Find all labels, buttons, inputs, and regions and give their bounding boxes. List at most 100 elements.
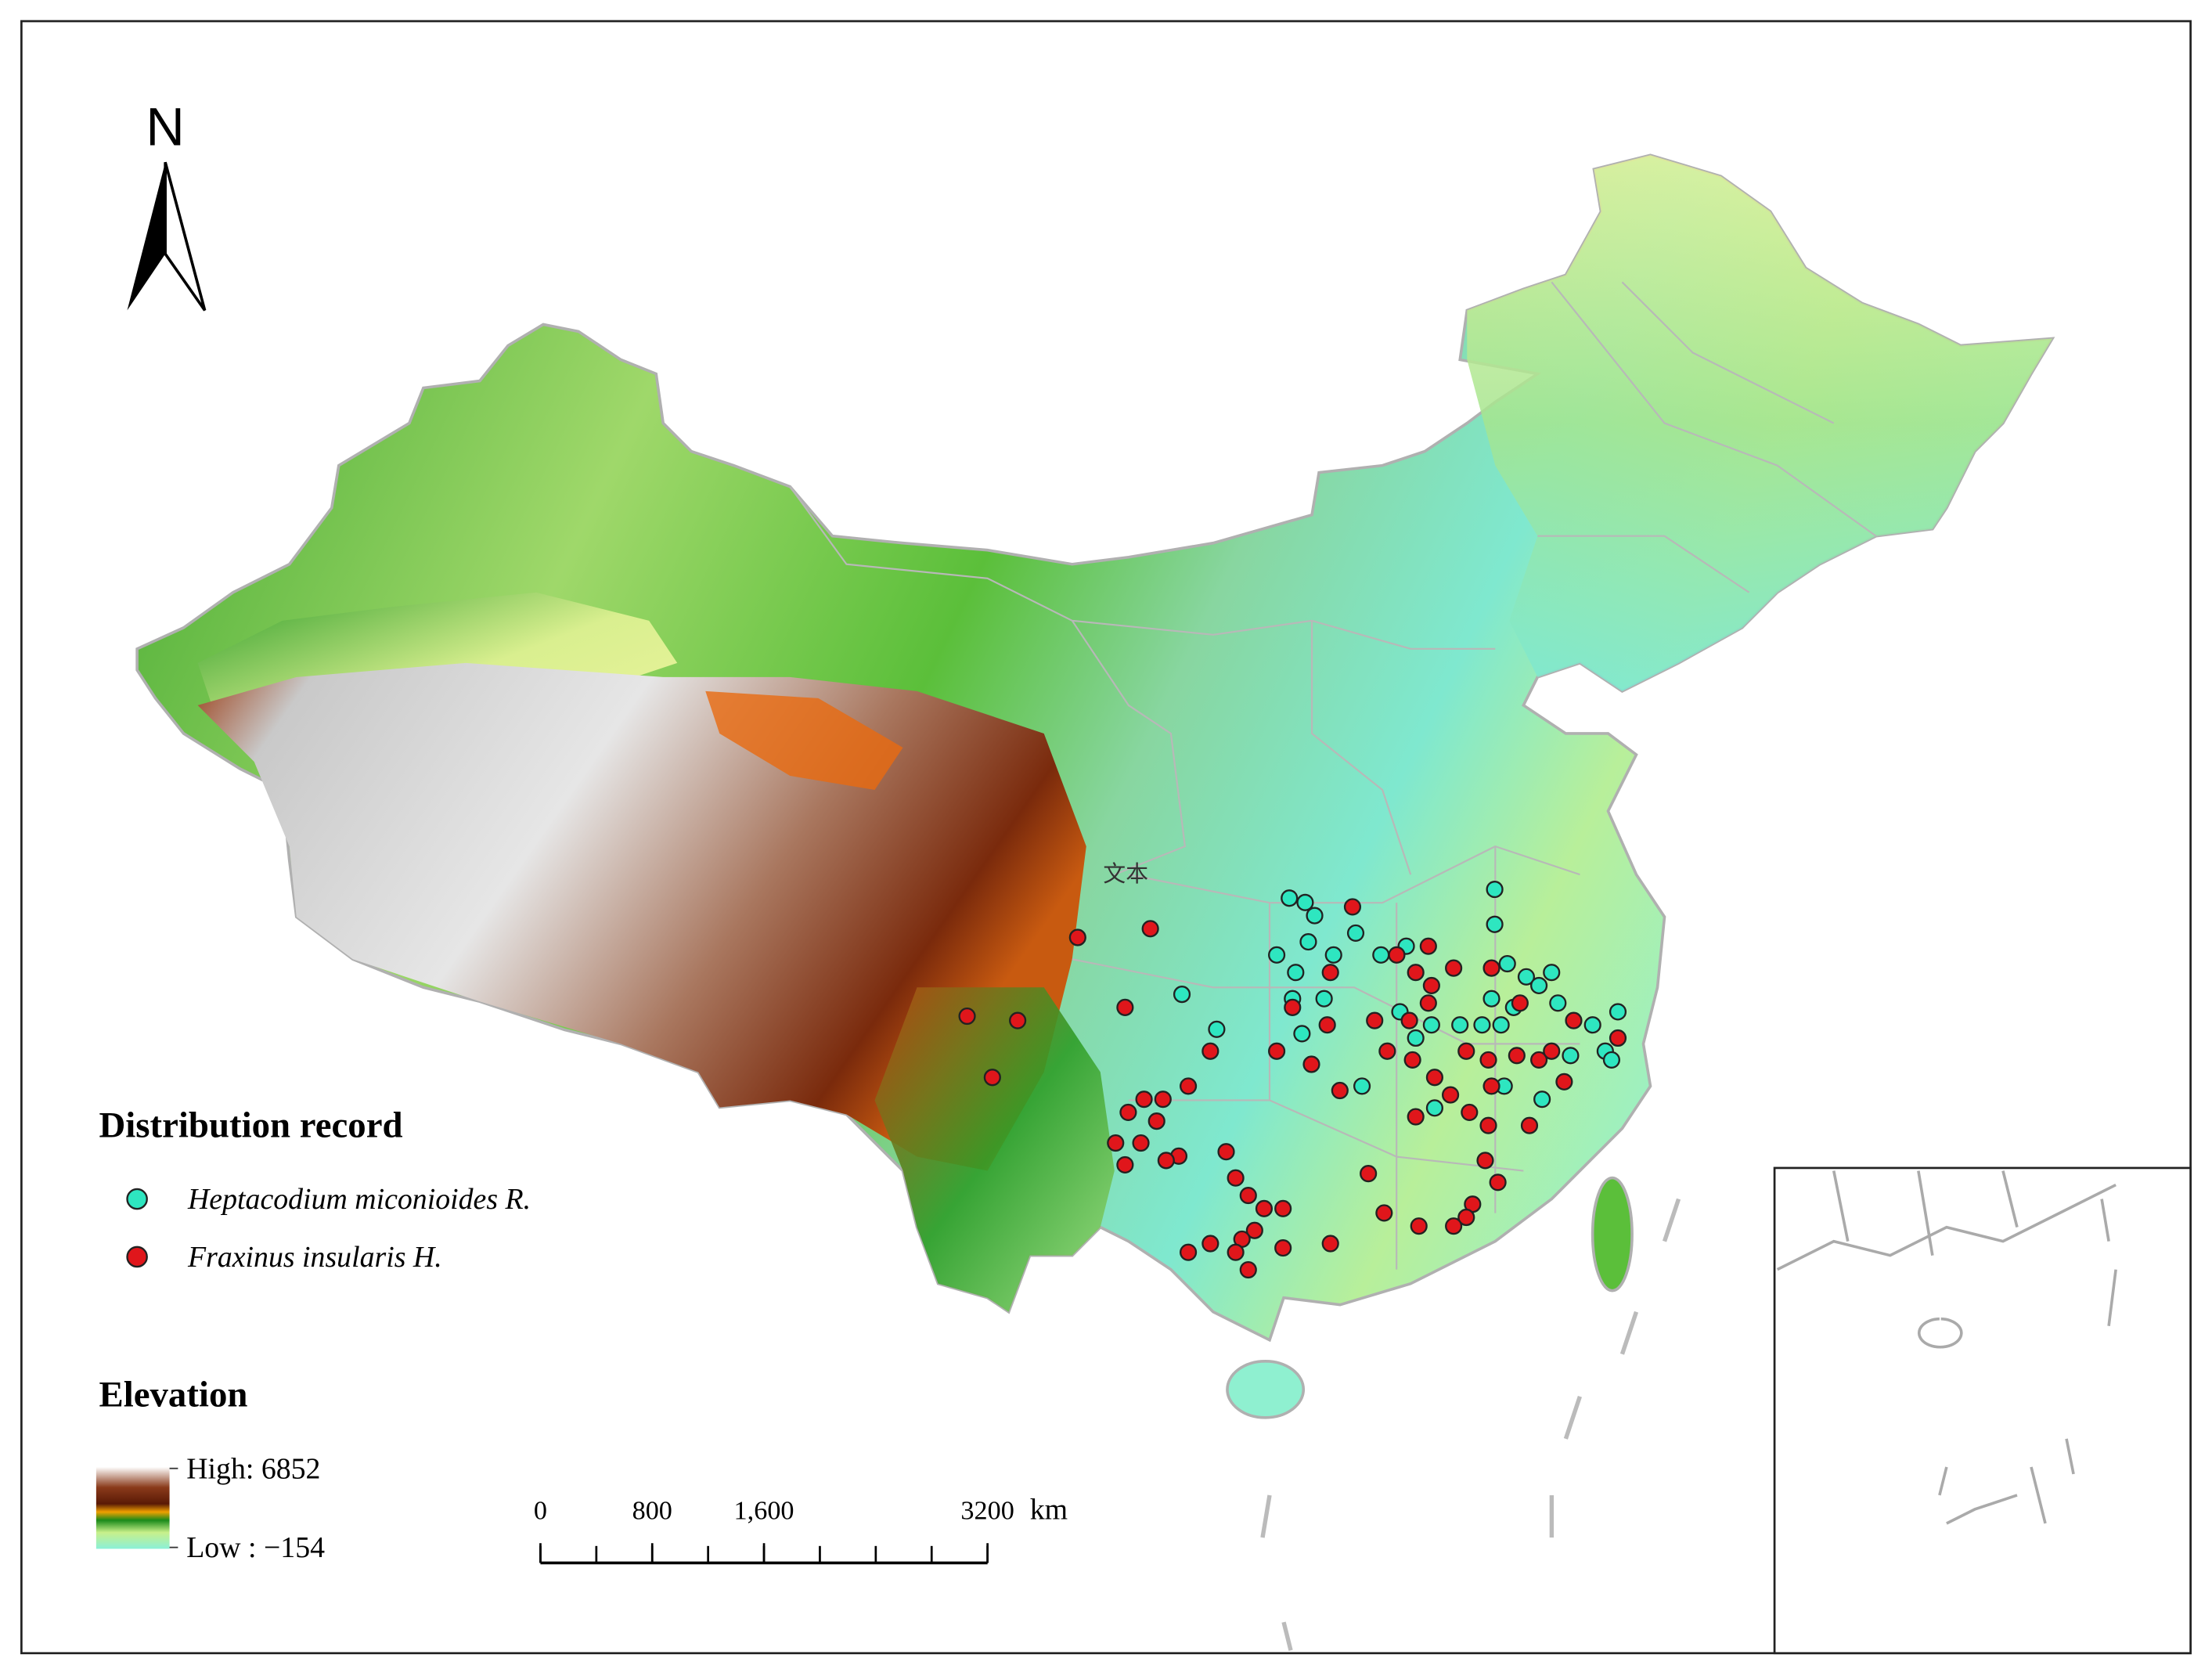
occurrence-point bbox=[1119, 1103, 1137, 1122]
colorbar-label: Low : −154 bbox=[186, 1531, 325, 1564]
occurrence-point bbox=[1489, 1173, 1507, 1192]
inset-boundaries bbox=[1776, 1170, 2117, 1525]
occurrence-point bbox=[1147, 1112, 1165, 1130]
occurrence-point bbox=[1346, 924, 1365, 943]
occurrence-point bbox=[1407, 1108, 1425, 1126]
occurrence-point bbox=[1419, 937, 1437, 955]
scale-bar: 0 800 1,600 3200 km bbox=[534, 1494, 1068, 1565]
occurrence-point bbox=[1498, 954, 1516, 973]
occurrence-point bbox=[1141, 920, 1159, 938]
occurrence-point bbox=[1315, 990, 1333, 1008]
occurrence-point bbox=[1520, 1116, 1539, 1134]
occurrence-point bbox=[1543, 1042, 1561, 1060]
occurrence-point bbox=[1508, 1047, 1526, 1065]
occurrence-point bbox=[1135, 1091, 1153, 1109]
occurrence-point bbox=[1482, 959, 1500, 977]
occurrence-point bbox=[1343, 898, 1362, 916]
occurrence-point bbox=[1116, 1155, 1134, 1174]
hainan-island bbox=[1226, 1359, 1306, 1419]
tibetan-plateau bbox=[197, 662, 1086, 1171]
occurrence-point bbox=[1375, 1204, 1393, 1222]
scale-bar-label: 0 bbox=[534, 1496, 547, 1526]
occurrence-point bbox=[1445, 1217, 1463, 1235]
occurrence-point bbox=[1461, 1103, 1479, 1122]
occurrence-point bbox=[1479, 1051, 1497, 1069]
occurrence-point bbox=[1388, 946, 1406, 964]
occurrence-point bbox=[1227, 1243, 1245, 1261]
occurrence-point bbox=[1533, 1091, 1551, 1109]
inset-frame bbox=[1773, 1166, 2192, 1655]
occurrence-point bbox=[1321, 1235, 1339, 1253]
scale-bar-label: 1,600 bbox=[734, 1496, 794, 1526]
occurrence-point bbox=[1473, 1016, 1491, 1034]
occurrence-point bbox=[1565, 1011, 1583, 1029]
legend-label: Fraxinus insularis H. bbox=[187, 1241, 442, 1274]
occurrence-point bbox=[1457, 1042, 1475, 1060]
occurrence-point bbox=[1217, 1143, 1235, 1161]
occurrence-point bbox=[1407, 964, 1425, 982]
sea-boundary bbox=[1260, 1198, 1681, 1651]
map-annotation: 文本 bbox=[1103, 862, 1148, 887]
occurrence-point bbox=[958, 1007, 976, 1026]
occurrence-point bbox=[1422, 1016, 1440, 1034]
northeast-land bbox=[1467, 155, 2053, 691]
occurrence-point bbox=[1479, 1116, 1497, 1134]
legend: Heptacodium miconioides R. Fraxinus insul… bbox=[126, 1183, 531, 1274]
occurrence-point bbox=[1511, 994, 1529, 1012]
southwest-mountains bbox=[874, 987, 1115, 1312]
occurrence-point bbox=[1602, 1051, 1621, 1069]
occurrence-point bbox=[1180, 1243, 1198, 1261]
occurrence-point bbox=[1180, 1077, 1198, 1095]
occurrence-point bbox=[1476, 1152, 1494, 1170]
occurrence-point bbox=[1157, 1152, 1175, 1170]
occurrence-point bbox=[1445, 959, 1463, 977]
colorbar-label: High: 6852 bbox=[186, 1452, 320, 1485]
occurrence-point bbox=[1422, 976, 1440, 995]
scale-bar-label: 800 bbox=[632, 1496, 672, 1526]
taiwan-island bbox=[1591, 1176, 1634, 1292]
occurrence-point bbox=[1268, 946, 1286, 964]
occurrence-point bbox=[1419, 994, 1437, 1012]
occurrence-point bbox=[1274, 1239, 1292, 1257]
occurrence-point bbox=[1201, 1235, 1219, 1253]
occurrence-point bbox=[1116, 998, 1134, 1016]
occurrence-point bbox=[1530, 976, 1548, 995]
occurrence-point bbox=[1331, 1081, 1349, 1100]
occurrence-point bbox=[1482, 1077, 1500, 1095]
legend-swatch bbox=[126, 1246, 148, 1268]
occurrence-point bbox=[1239, 1186, 1257, 1205]
legend-swatch bbox=[126, 1188, 148, 1210]
occurrence-point bbox=[1562, 1047, 1580, 1065]
occurrence-point bbox=[1549, 994, 1567, 1012]
occurrence-point bbox=[1583, 1016, 1601, 1034]
elevation-labels: High: 6852 Low : −154 bbox=[169, 1452, 325, 1564]
occurrence-point bbox=[1245, 1221, 1263, 1239]
occurrence-point bbox=[1457, 1208, 1475, 1227]
legend-label: Heptacodium miconioides R. bbox=[187, 1183, 531, 1216]
occurrence-point bbox=[1068, 928, 1086, 946]
occurrence-point bbox=[1482, 990, 1500, 1008]
occurrence-point bbox=[1492, 1016, 1510, 1034]
occurrence-point bbox=[1227, 1169, 1245, 1187]
occurrence-point bbox=[1486, 915, 1504, 933]
elevation-colorbar bbox=[95, 1466, 170, 1549]
occurrence-point bbox=[1324, 946, 1342, 964]
occurrence-point bbox=[1410, 1217, 1428, 1235]
occurrence-point bbox=[1321, 964, 1339, 982]
occurrence-point bbox=[1306, 907, 1324, 925]
occurrence-point bbox=[1407, 1029, 1425, 1047]
occurrence-point bbox=[1287, 964, 1305, 982]
occurrence-point bbox=[1302, 1055, 1320, 1073]
occurrence-point bbox=[1293, 1025, 1311, 1043]
occurrence-point bbox=[1425, 1069, 1443, 1087]
occurrence-point bbox=[1360, 1165, 1378, 1183]
occurrence-point bbox=[1486, 880, 1504, 899]
occurrence-point bbox=[1517, 968, 1536, 986]
occurrence-point bbox=[1378, 1042, 1396, 1060]
occurrence-point bbox=[1208, 1020, 1226, 1038]
north-label: N bbox=[146, 97, 184, 157]
occurrence-point bbox=[1154, 1091, 1172, 1109]
occurrence-point bbox=[1173, 986, 1191, 1004]
